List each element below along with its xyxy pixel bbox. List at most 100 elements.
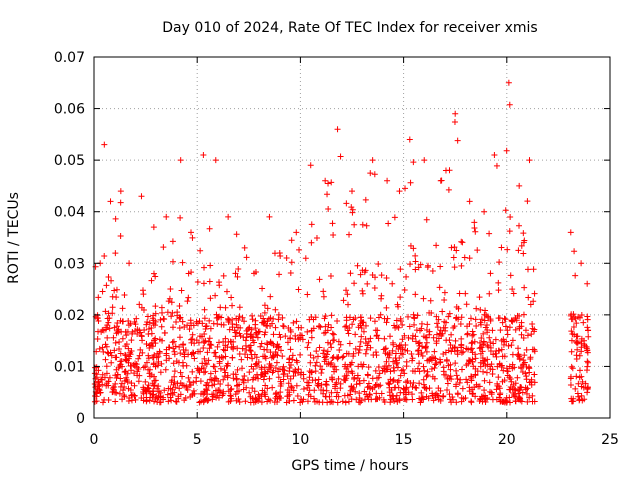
data-point [399, 351, 406, 358]
data-point [446, 310, 453, 317]
data-point [348, 396, 355, 403]
data-point [268, 362, 275, 369]
data-point [148, 330, 155, 337]
data-point [516, 355, 523, 362]
data-point [363, 391, 370, 398]
data-point [442, 371, 449, 378]
data-point [232, 329, 239, 336]
data-point [104, 349, 111, 356]
peak-point [266, 213, 273, 220]
data-point [189, 368, 196, 375]
data-point [365, 383, 372, 390]
data-point [351, 280, 358, 287]
data-point [145, 352, 152, 359]
data-point [242, 337, 249, 344]
data-point [481, 358, 488, 365]
data-point [201, 355, 208, 362]
data-point [279, 353, 286, 360]
data-point [207, 295, 214, 302]
data-point [409, 396, 416, 403]
x-tick-label: 20 [498, 432, 516, 448]
data-point [312, 314, 319, 321]
data-point [234, 345, 241, 352]
data-point [139, 337, 146, 344]
data-point [197, 378, 204, 385]
data-point [220, 346, 227, 353]
data-point [289, 356, 296, 363]
data-point [446, 391, 453, 398]
data-point [257, 313, 264, 320]
data-point [578, 392, 585, 399]
data-point [349, 321, 356, 328]
data-point [266, 375, 273, 382]
data-point [470, 331, 477, 338]
data-point [472, 228, 479, 235]
data-point [162, 366, 169, 373]
data-point [508, 342, 515, 349]
data-point [144, 384, 151, 391]
data-point [432, 391, 439, 398]
data-point [400, 385, 407, 392]
data-point [412, 258, 419, 265]
data-point [212, 368, 219, 375]
data-point [150, 354, 157, 361]
peak-point [163, 213, 170, 220]
data-point [359, 290, 366, 297]
data-point [287, 375, 294, 382]
data-point [471, 219, 478, 226]
data-point [373, 381, 380, 388]
data-point [403, 273, 410, 280]
data-point [524, 385, 531, 392]
data-point [418, 349, 425, 356]
data-point [395, 303, 402, 310]
data-point [276, 331, 283, 338]
data-point [433, 331, 440, 338]
data-point [143, 321, 150, 328]
data-point [179, 318, 186, 325]
data-point [240, 379, 247, 386]
data-point [404, 347, 411, 354]
data-point [501, 338, 508, 345]
data-point [214, 343, 221, 350]
data-point [91, 398, 98, 405]
data-point [511, 391, 518, 398]
data-point [281, 367, 288, 374]
data-point [418, 389, 425, 396]
data-point [584, 358, 591, 365]
data-point [520, 335, 527, 342]
data-point [568, 395, 575, 402]
data-point [184, 298, 191, 305]
data-point [437, 359, 444, 366]
data-point [414, 312, 421, 319]
data-point [105, 350, 112, 357]
data-point [356, 346, 363, 353]
data-point [259, 285, 266, 292]
data-point [444, 380, 451, 387]
peak-point [334, 126, 341, 133]
data-point [180, 346, 187, 353]
data-point [133, 315, 140, 322]
data-point [412, 266, 419, 273]
data-point [298, 396, 305, 403]
data-point [219, 392, 226, 399]
data-point [568, 363, 575, 370]
data-point [502, 207, 509, 214]
data-point [324, 191, 331, 198]
data-point [207, 370, 214, 377]
data-point [325, 180, 332, 187]
data-point [157, 369, 164, 376]
data-point [212, 387, 219, 394]
data-point [114, 327, 121, 334]
data-point [200, 345, 207, 352]
data-point [97, 389, 104, 396]
data-point [477, 395, 484, 402]
data-point [365, 338, 372, 345]
peak-point [126, 260, 133, 267]
data-point [280, 376, 287, 383]
data-point [498, 364, 505, 371]
data-point [274, 352, 281, 359]
data-point [351, 221, 358, 228]
data-point [480, 341, 487, 348]
data-point [324, 339, 331, 346]
data-point [159, 309, 166, 316]
